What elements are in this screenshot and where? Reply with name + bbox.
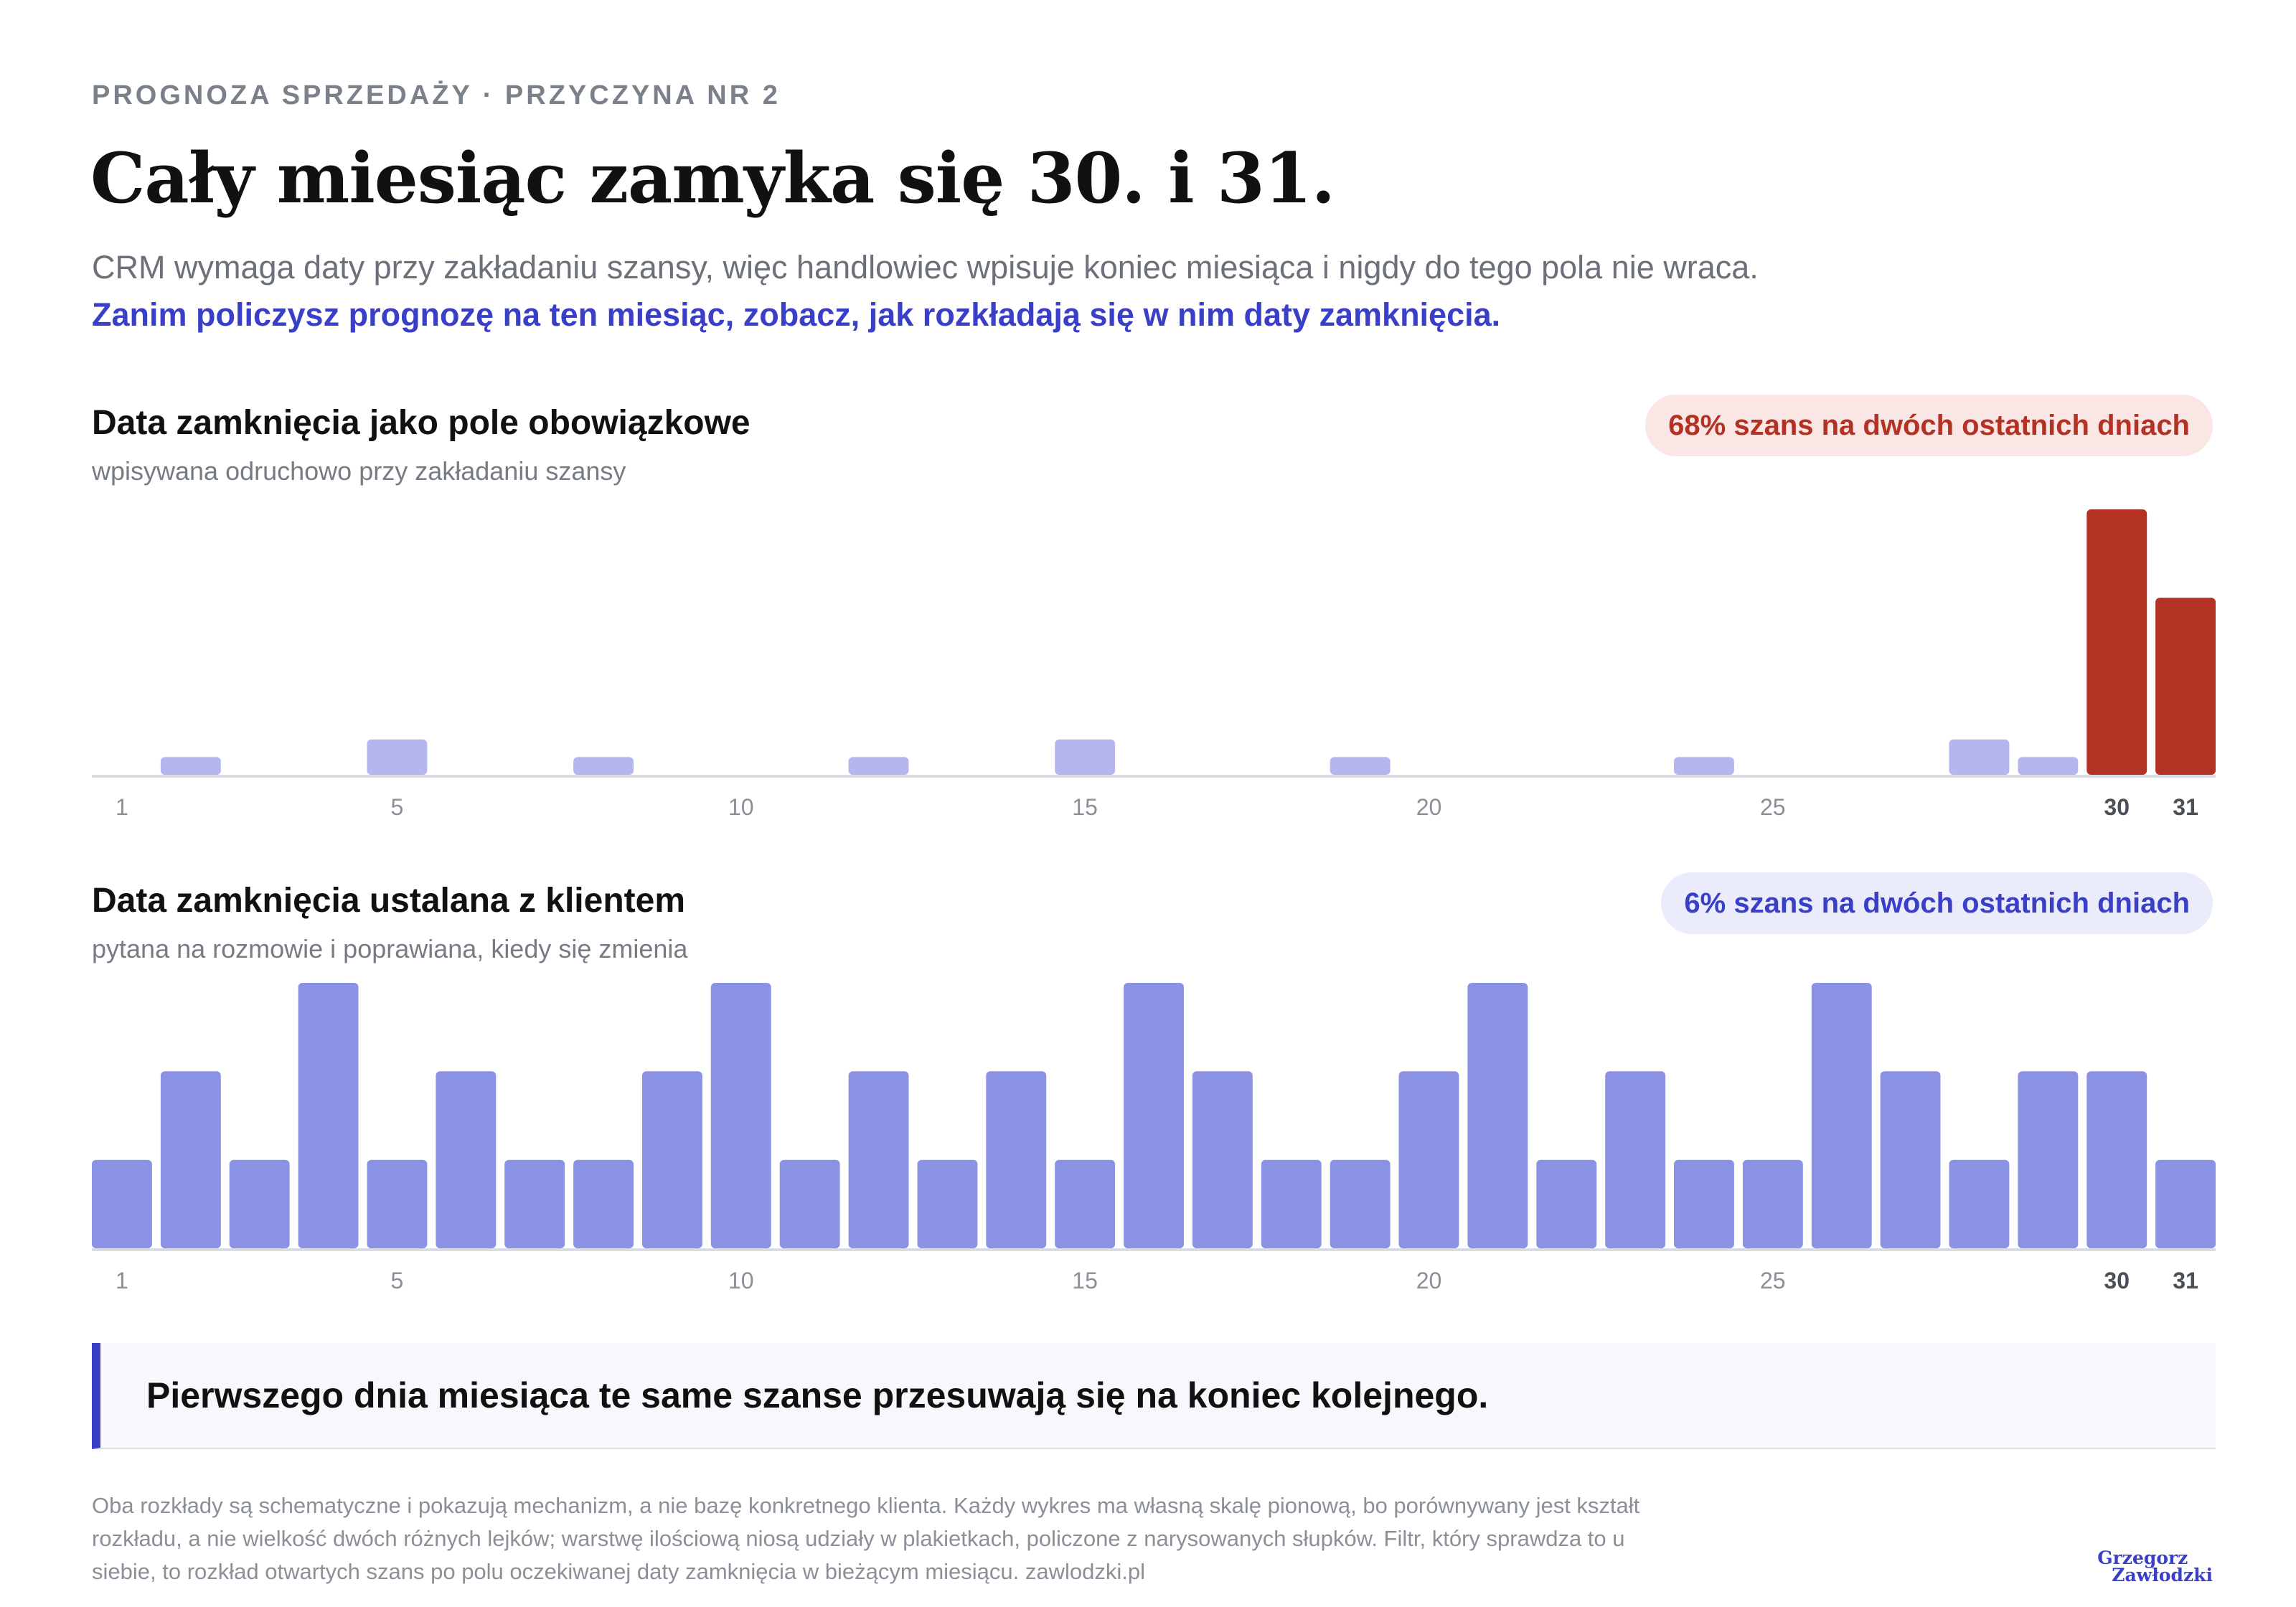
bar-day-19 <box>1330 1159 1391 1248</box>
bar-day-4 <box>298 983 359 1248</box>
author-signature: Grzegorz Zawłodzki <box>2097 1547 2213 1585</box>
x-tick-label: 20 <box>1416 794 1442 820</box>
x-axis-line <box>92 1248 2216 1251</box>
callout-text: Pierwszego dnia miesiąca te same szanse … <box>146 1375 1489 1415</box>
chart1-plot: 1 5 10 15 20 25 30 31 <box>92 509 2216 820</box>
x-tick-label: 31 <box>2173 1268 2198 1293</box>
x-tick-label: 5 <box>391 1268 404 1293</box>
x-tick-label: 30 <box>2104 1268 2130 1293</box>
bar-day-28 <box>1949 1159 2010 1248</box>
x-axis-line <box>92 775 2216 778</box>
chart1-title: Data zamknięcia jako pole obowiązkowe <box>92 404 751 442</box>
chart1-badge: 68% szans na dwóch ostatnich dniach <box>1645 395 2213 456</box>
bar-day-24 <box>1674 757 1734 775</box>
bar-day-20 <box>1398 1071 1459 1248</box>
bar-day-29 <box>2018 757 2079 775</box>
x-tick-label: 5 <box>391 794 404 820</box>
bar-day-24 <box>1674 1159 1734 1248</box>
bar-day-23 <box>1605 1071 1666 1248</box>
kicker: PROGNOZA SPRZEDAŻY · PRZYCZYNA NR 2 <box>92 80 781 110</box>
bar-day-31 <box>2155 1159 2216 1248</box>
chart2-badge: 6% szans na dwóch ostatnich dniach <box>1661 872 2213 934</box>
bar-day-28 <box>1949 739 2010 775</box>
bar-day-12 <box>848 1071 909 1248</box>
bar-day-6 <box>436 1071 497 1248</box>
bar-day-15 <box>1055 1159 1116 1248</box>
bar-day-11 <box>779 1159 840 1248</box>
x-tick-label: 10 <box>728 794 754 820</box>
bar-day-2 <box>160 1071 221 1248</box>
bar-day-25 <box>1742 1159 1803 1248</box>
x-tick-label: 15 <box>1072 794 1098 820</box>
bar-day-30 <box>2086 509 2147 775</box>
bar-day-17 <box>1192 1071 1253 1248</box>
bar-day-2 <box>160 757 221 775</box>
bar-day-8 <box>573 757 634 775</box>
x-tick-label: 1 <box>116 794 128 820</box>
bar-day-21 <box>1467 983 1528 1248</box>
x-tick-label: 31 <box>2173 794 2198 820</box>
bar-day-15 <box>1055 739 1116 775</box>
bar-day-29 <box>2018 1071 2079 1248</box>
bar-day-22 <box>1536 1159 1597 1248</box>
bar-day-13 <box>917 1159 978 1248</box>
bar-day-27 <box>1880 1071 1941 1248</box>
x-tick-label: 25 <box>1760 794 1786 820</box>
bar-day-5 <box>367 1159 428 1248</box>
x-tick-label: 25 <box>1760 1268 1786 1293</box>
bar-day-5 <box>367 739 428 775</box>
bar-day-12 <box>848 757 909 775</box>
chart2-title: Data zamknięcia ustalana z klientem <box>92 882 686 920</box>
x-tick-label: 15 <box>1072 1268 1098 1293</box>
bar-day-9 <box>642 1071 702 1248</box>
bar-day-7 <box>504 1159 565 1248</box>
signature-first-name: Grzegorz <box>2097 1547 2188 1568</box>
subtitle-text: CRM wymaga daty przy zakładaniu szansy, … <box>92 249 1759 286</box>
page-subtitle: CRM wymaga daty przy zakładaniu szansy, … <box>92 244 1814 339</box>
bar-day-30 <box>2086 1071 2147 1248</box>
bar-day-19 <box>1330 757 1391 775</box>
callout-box: Pierwszego dnia miesiąca te same szanse … <box>92 1343 2216 1449</box>
bar-day-26 <box>1811 983 1872 1248</box>
x-tick-label: 10 <box>728 1268 754 1293</box>
x-tick-label: 20 <box>1416 1268 1442 1293</box>
bar-day-10 <box>710 983 771 1248</box>
footnote: Oba rozkłady są schematyczne i pokazują … <box>92 1493 1640 1584</box>
page-title: Cały miesiąc zamyka się 30. i 31. <box>90 138 1335 219</box>
chart2-subtitle: pytana na rozmowie i poprawiana, kiedy s… <box>92 934 688 963</box>
bar-day-31 <box>2155 598 2216 775</box>
x-tick-label: 30 <box>2104 794 2130 820</box>
subtitle-highlight: Zanim policzysz prognozę na ten miesiąc,… <box>92 296 1501 333</box>
chart2-plot: 1 5 10 15 20 25 30 31 <box>92 983 2216 1293</box>
x-tick-label: 1 <box>116 1268 128 1293</box>
bar-day-18 <box>1261 1159 1322 1248</box>
bar-day-8 <box>573 1159 634 1248</box>
chart1-subtitle: wpisywana odruchowo przy zakładaniu szan… <box>92 456 626 486</box>
bar-day-14 <box>986 1071 1047 1248</box>
bar-day-16 <box>1124 983 1184 1248</box>
bar-day-3 <box>229 1159 290 1248</box>
signature-last-name: Zawłodzki <box>2112 1565 2213 1585</box>
bar-day-1 <box>92 1159 152 1248</box>
